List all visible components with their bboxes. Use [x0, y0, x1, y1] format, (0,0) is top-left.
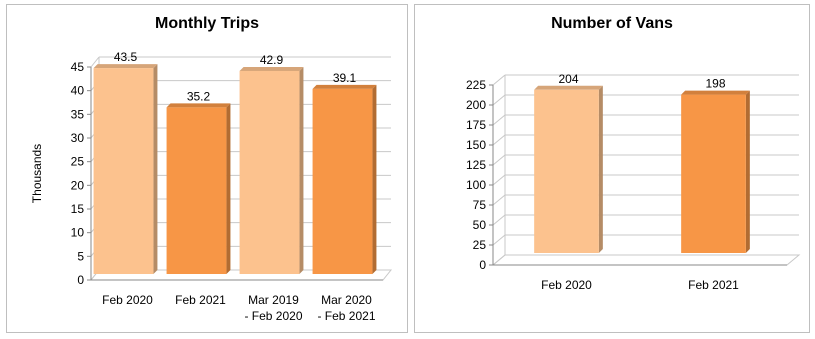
- gridline-side: [492, 134, 506, 146]
- bar: [239, 70, 300, 274]
- number-of-vans-chart-panel: Number of Vans 0 25 50 75 100 125 150 175 200 225…: [414, 4, 810, 333]
- y-tick-label: 200: [466, 98, 486, 112]
- y-tick-label: 25: [71, 155, 85, 169]
- y-tick-label: 75: [473, 198, 487, 212]
- number-of-vans-chart: 0 25 50 75 100 125 150 175 200 225 204 Feb 2020 198 F…: [466, 72, 801, 292]
- bar: [166, 107, 227, 275]
- bar-side: [299, 66, 304, 274]
- gridline-side: [492, 214, 506, 226]
- bar: [681, 94, 746, 253]
- bar-top: [681, 90, 750, 95]
- x-tick-label: Feb 2021: [688, 278, 739, 292]
- x-tick-label: Mar 2019: [248, 293, 299, 307]
- y-tick-label: 0: [77, 273, 84, 287]
- data-label: 204: [558, 72, 578, 86]
- y-tick-label: 175: [466, 118, 486, 132]
- y-tick-label: 50: [473, 218, 487, 232]
- bar: [93, 68, 154, 274]
- gridline-side: [492, 194, 506, 206]
- bar-top: [93, 64, 158, 69]
- gridline-side: [90, 56, 100, 68]
- bar: [312, 88, 373, 274]
- y-tick-label: 125: [466, 158, 486, 172]
- gridline-side: [492, 154, 506, 166]
- gridline-side: [492, 74, 506, 86]
- y-tick-label: 25: [473, 238, 487, 252]
- gridline-side: [492, 234, 506, 246]
- gridline-side: [492, 94, 506, 106]
- data-label: 35.2: [187, 89, 211, 103]
- y-tick-label: 45: [71, 60, 85, 74]
- bar-side: [372, 84, 377, 274]
- x-tick-label: - Feb 2021: [317, 309, 375, 323]
- bar-side: [226, 103, 231, 275]
- bar-top: [239, 66, 304, 71]
- bar-top: [534, 85, 603, 90]
- chart-title: Monthly Trips: [155, 15, 259, 32]
- x-tick-label: Feb 2020: [102, 293, 153, 307]
- y-tick-label: 225: [466, 78, 486, 92]
- y-tick-label: 20: [71, 178, 85, 192]
- y-tick-label: 35: [71, 107, 85, 121]
- gridline-side: [492, 114, 506, 126]
- data-label: 39.1: [333, 71, 357, 85]
- data-label: 43.5: [114, 50, 138, 64]
- y-tick-label: 40: [71, 84, 85, 98]
- bar: [534, 89, 599, 253]
- y-tick-label: 10: [71, 226, 85, 240]
- x-tick-label: Mar 2020: [321, 293, 372, 307]
- monthly-trips-chart-panel: Monthly Trips 0 5 10 15 20 25 30 35 40 45 Thousand…: [6, 4, 408, 333]
- data-label: 42.9: [260, 53, 284, 67]
- data-label: 198: [705, 77, 725, 91]
- chart-title: Number of Vans: [551, 15, 673, 32]
- y-tick-label: 0: [479, 258, 486, 272]
- bar-side: [598, 85, 603, 253]
- y-tick-label: 30: [71, 131, 85, 145]
- bar-side: [153, 64, 158, 274]
- y-tick-label: 15: [71, 202, 85, 216]
- y-tick-label: 100: [466, 178, 486, 192]
- x-tick-label: - Feb 2020: [244, 309, 302, 323]
- x-tick-label: Feb 2021: [175, 293, 226, 307]
- bar-top: [312, 84, 377, 89]
- monthly-trips-chart: 0 5 10 15 20 25 30 35 40 45 Thousands 43.5 Feb 2020 3…: [30, 50, 393, 323]
- chart-floor: [491, 254, 801, 266]
- bar-top: [166, 103, 231, 108]
- y-tick-label: 150: [466, 138, 486, 152]
- bar-side: [745, 90, 750, 253]
- y-axis-label: Thousands: [30, 144, 44, 203]
- gridline-side: [492, 174, 506, 186]
- y-tick-label: 5: [77, 249, 84, 263]
- x-tick-label: Feb 2020: [541, 278, 592, 292]
